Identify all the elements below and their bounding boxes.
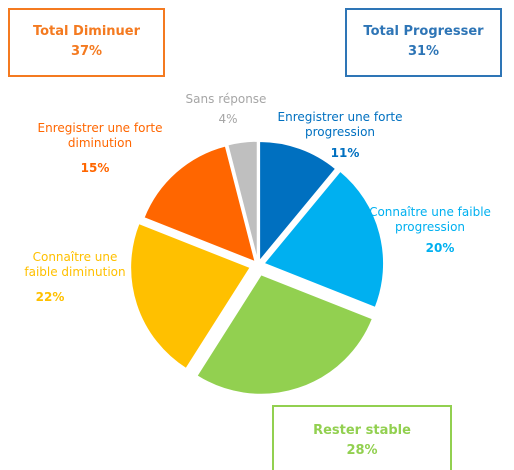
slice-label: Sans réponse — [185, 92, 267, 106]
slice-label: Enregistrer une forte progression — [277, 110, 403, 139]
slice-label: Connaître une faible progression — [369, 205, 491, 234]
pie-slice — [129, 222, 252, 370]
total-box: Total Progresser 31% — [345, 8, 502, 77]
slice-value: 4% — [218, 112, 238, 126]
slice-value: 11% — [330, 146, 360, 160]
slice-label: Rester stable — [313, 423, 411, 438]
total-box: Total Diminuer 37% — [8, 8, 165, 77]
slice-label: Connaître une faible diminution — [24, 250, 126, 279]
pie-slice — [258, 140, 337, 264]
total-value: 37% — [70, 44, 103, 59]
total-title: Total Progresser — [363, 24, 484, 39]
total-title: Total Diminuer — [32, 24, 141, 39]
pie-slice — [142, 144, 257, 264]
slice-value: 22% — [35, 290, 65, 304]
pie-slice — [226, 140, 259, 262]
slice-label: Enregistrer une forte diminution — [37, 121, 163, 150]
slice-value: 20% — [425, 241, 455, 255]
slice-value: 15% — [80, 161, 110, 175]
stable-box: Rester stable 28% — [272, 405, 452, 470]
total-value: 31% — [407, 44, 440, 59]
pie-slice — [195, 273, 374, 396]
pie-slice — [262, 169, 385, 309]
slice-value: 28% — [346, 443, 378, 458]
